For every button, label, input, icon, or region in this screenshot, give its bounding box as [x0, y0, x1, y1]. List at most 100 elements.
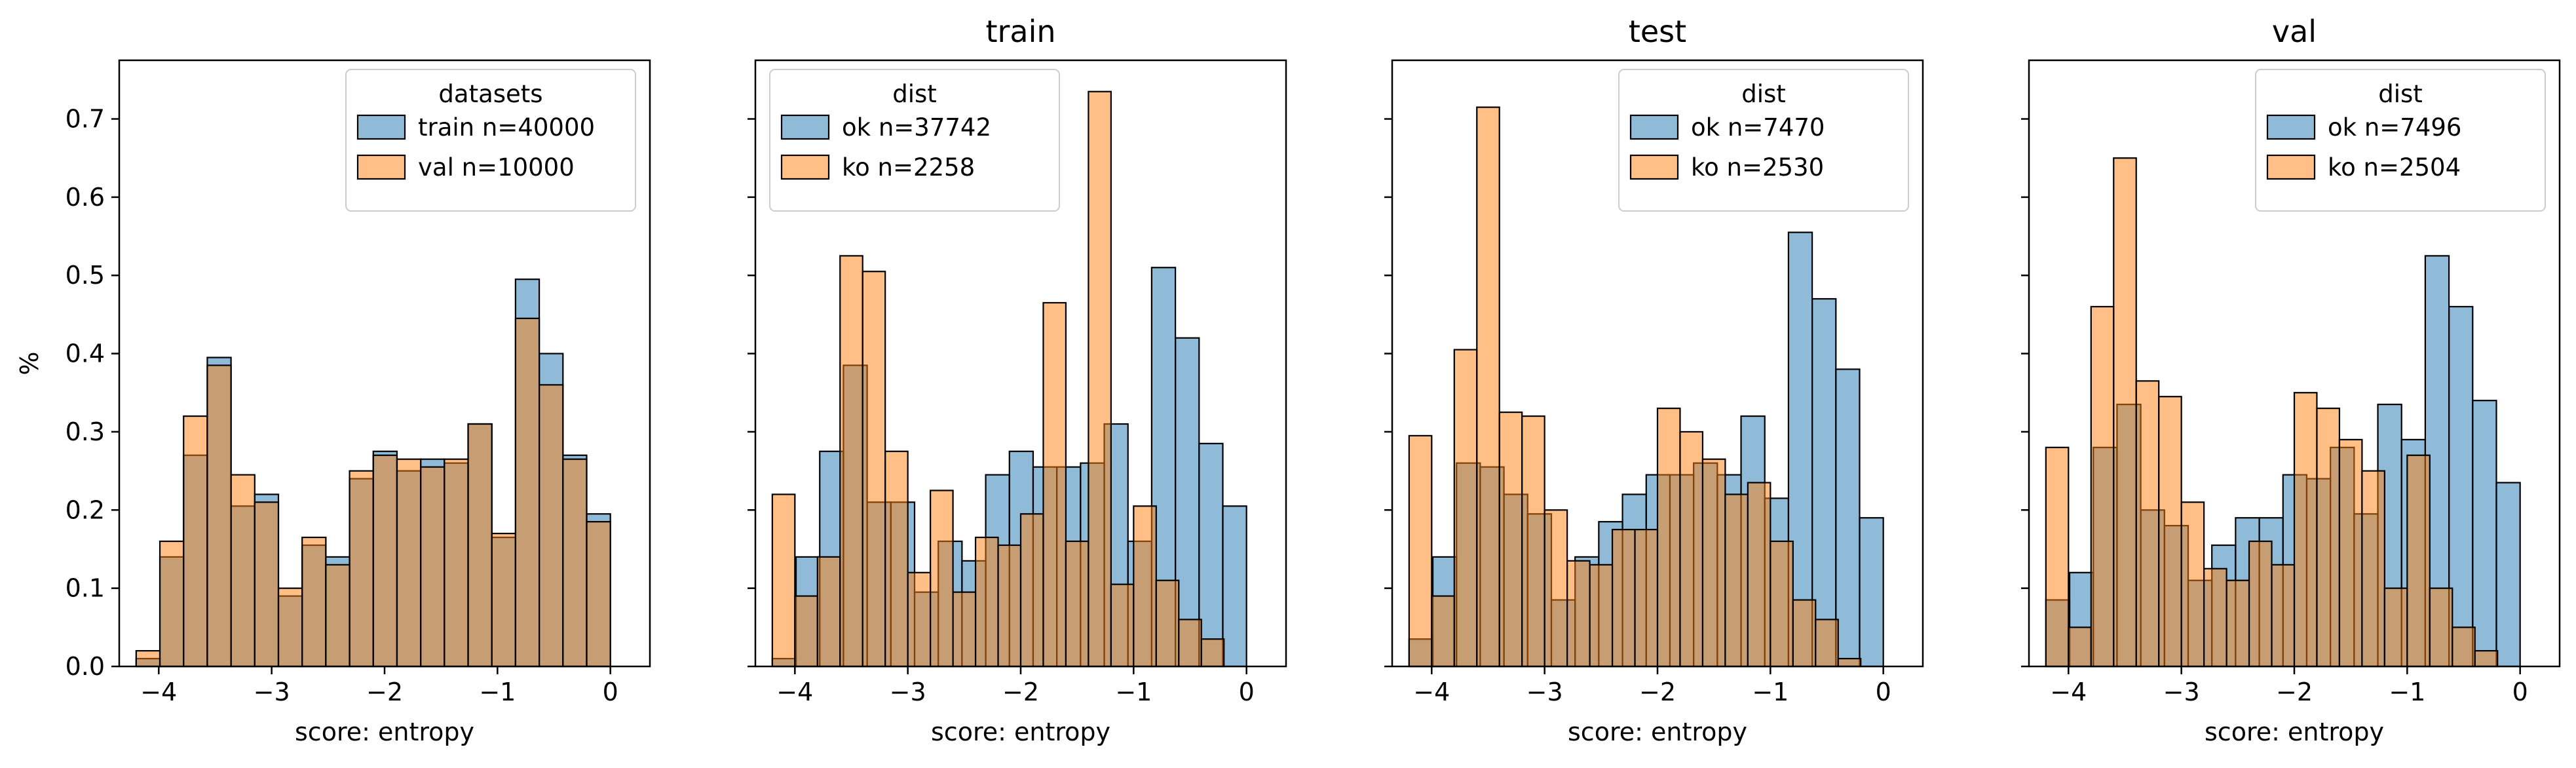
x-tick-label: −1	[2389, 678, 2425, 706]
legend-swatch	[2266, 114, 2316, 140]
legend-swatch	[356, 154, 406, 180]
legend-title: dist	[1741, 80, 1786, 108]
histogram-bar	[2472, 400, 2497, 668]
series-2	[2045, 157, 2499, 668]
histogram-bar	[1859, 517, 1884, 668]
histogram-bar	[1200, 638, 1225, 668]
legend-swatch	[1629, 114, 1679, 140]
legend-box	[1618, 69, 1909, 212]
legend-swatch	[356, 114, 406, 140]
histogram-bar	[2429, 587, 2453, 668]
legend-swatch	[780, 154, 830, 180]
legend-entry-label: ok n=7496	[2328, 113, 2461, 142]
histogram-bar	[2045, 446, 2070, 668]
histogram-bar	[396, 458, 422, 668]
histogram-bar	[301, 536, 327, 668]
histogram-bar	[1088, 90, 1112, 668]
legend: dist ok n=7496 ko n=2504	[2255, 69, 2546, 212]
histogram-bar	[2090, 305, 2115, 668]
histogram-bar	[1431, 595, 1455, 668]
histogram-bar	[952, 591, 977, 668]
legend-entry-label: ko n=2504	[2328, 153, 2461, 182]
panel-title: train	[985, 14, 1055, 49]
histogram-bar	[206, 364, 232, 668]
histogram-bar	[930, 490, 954, 668]
histogram-bar	[771, 493, 796, 668]
histogram-bar	[997, 544, 1022, 668]
y-tick-label: 0.3	[66, 417, 105, 446]
histogram-bar	[2316, 408, 2341, 668]
histogram-bar	[1476, 106, 1500, 668]
histogram-bar	[1042, 301, 1067, 668]
x-tick-label: −2	[2276, 678, 2313, 706]
histogram-bar	[1453, 349, 1478, 668]
histogram-bar	[325, 564, 350, 668]
chart-panel-1: −4 −3 −2 −1 0 0.0 0.1 0.2 0.3 0.4 0.5 0.6 0.7 score: …	[15, 59, 651, 746]
legend-entry-label: ok n=7470	[1691, 113, 1825, 142]
x-tick-label: −1	[1115, 678, 1152, 706]
legend-entry-label: val n=10000	[418, 153, 575, 182]
legend: datasets train n=40000 val n=10000	[345, 69, 636, 212]
legend-title: datasets	[438, 80, 542, 108]
chart-panel-2: −4 −3 −2 −1 0 score: entropy train dist ok n=377…	[748, 14, 1287, 746]
histogram-bar	[1792, 599, 1817, 668]
y-tick-label: 0.1	[66, 574, 105, 603]
histogram-bar	[2068, 626, 2092, 668]
legend: dist ok n=7470 ko n=2530	[1618, 69, 1909, 212]
histogram-bar	[135, 650, 161, 668]
histogram-bar	[2226, 579, 2250, 668]
chart-panel-4: −4 −3 −2 −1 0 score: entropy val dist ok n=7496 k…	[2021, 14, 2561, 746]
histogram-bar	[254, 501, 280, 668]
histogram-bar	[1566, 560, 1591, 668]
y-tick-label: 0.5	[66, 261, 105, 290]
legend-box	[769, 69, 1060, 212]
histogram-bar	[1837, 657, 1862, 668]
legend-swatch	[780, 114, 830, 140]
histogram-bar	[372, 454, 398, 668]
legend-entry-label: ko n=2258	[842, 153, 975, 182]
histogram-bar	[1544, 509, 1568, 668]
chart-panel-3: −4 −3 −2 −1 0 score: entropy test dist ok n=7470…	[1384, 14, 1924, 746]
x-tick-label: −4	[2050, 678, 2087, 706]
legend-title: dist	[2378, 80, 2423, 108]
histogram-bar	[1198, 442, 1224, 668]
legend-swatch	[1629, 154, 1679, 180]
histogram-bar	[2248, 540, 2273, 668]
y-tick-label: 0.2	[66, 495, 105, 524]
histogram-bar	[2474, 650, 2499, 668]
histogram-bar	[2361, 470, 2385, 668]
histogram-bar	[586, 521, 611, 668]
histogram-bar	[1155, 579, 1180, 668]
histogram-bar	[539, 384, 564, 668]
histogram-bar	[420, 466, 445, 668]
series-2	[771, 90, 1225, 668]
histogram-bar	[1133, 505, 1157, 668]
histogram-bar	[444, 458, 469, 668]
panel-title: test	[1629, 14, 1686, 49]
legend-entry-label: ok n=37742	[842, 113, 991, 142]
histogram-bar	[2452, 626, 2476, 668]
histogram-bar	[2203, 567, 2227, 668]
legend-swatch	[2266, 154, 2316, 180]
histogram-bar	[2135, 380, 2160, 668]
histogram-bar	[1498, 411, 1523, 668]
series-2	[135, 317, 611, 668]
histogram-bar	[1065, 540, 1089, 668]
histogram-bar	[907, 571, 932, 668]
y-tick-label: 0.4	[66, 339, 105, 368]
histogram-bar	[277, 587, 303, 668]
histogram-bar	[1701, 458, 1726, 668]
x-tick-label: −1	[1752, 678, 1789, 706]
histogram-bar	[514, 317, 540, 668]
x-tick-label: −2	[1002, 678, 1039, 706]
x-tick-label: 0	[2512, 678, 2528, 706]
legend-entry-label: ko n=2530	[1691, 153, 1824, 182]
x-axis-label: score: entropy	[2205, 718, 2384, 746]
histogram-bar	[562, 458, 588, 668]
series-2	[1408, 106, 1862, 668]
x-tick-label: −3	[254, 678, 290, 706]
histogram-bar	[1835, 368, 1861, 668]
histogram-bar	[2113, 157, 2137, 668]
histogram-bar	[1811, 298, 1837, 668]
histogram-bar	[1408, 434, 1433, 668]
